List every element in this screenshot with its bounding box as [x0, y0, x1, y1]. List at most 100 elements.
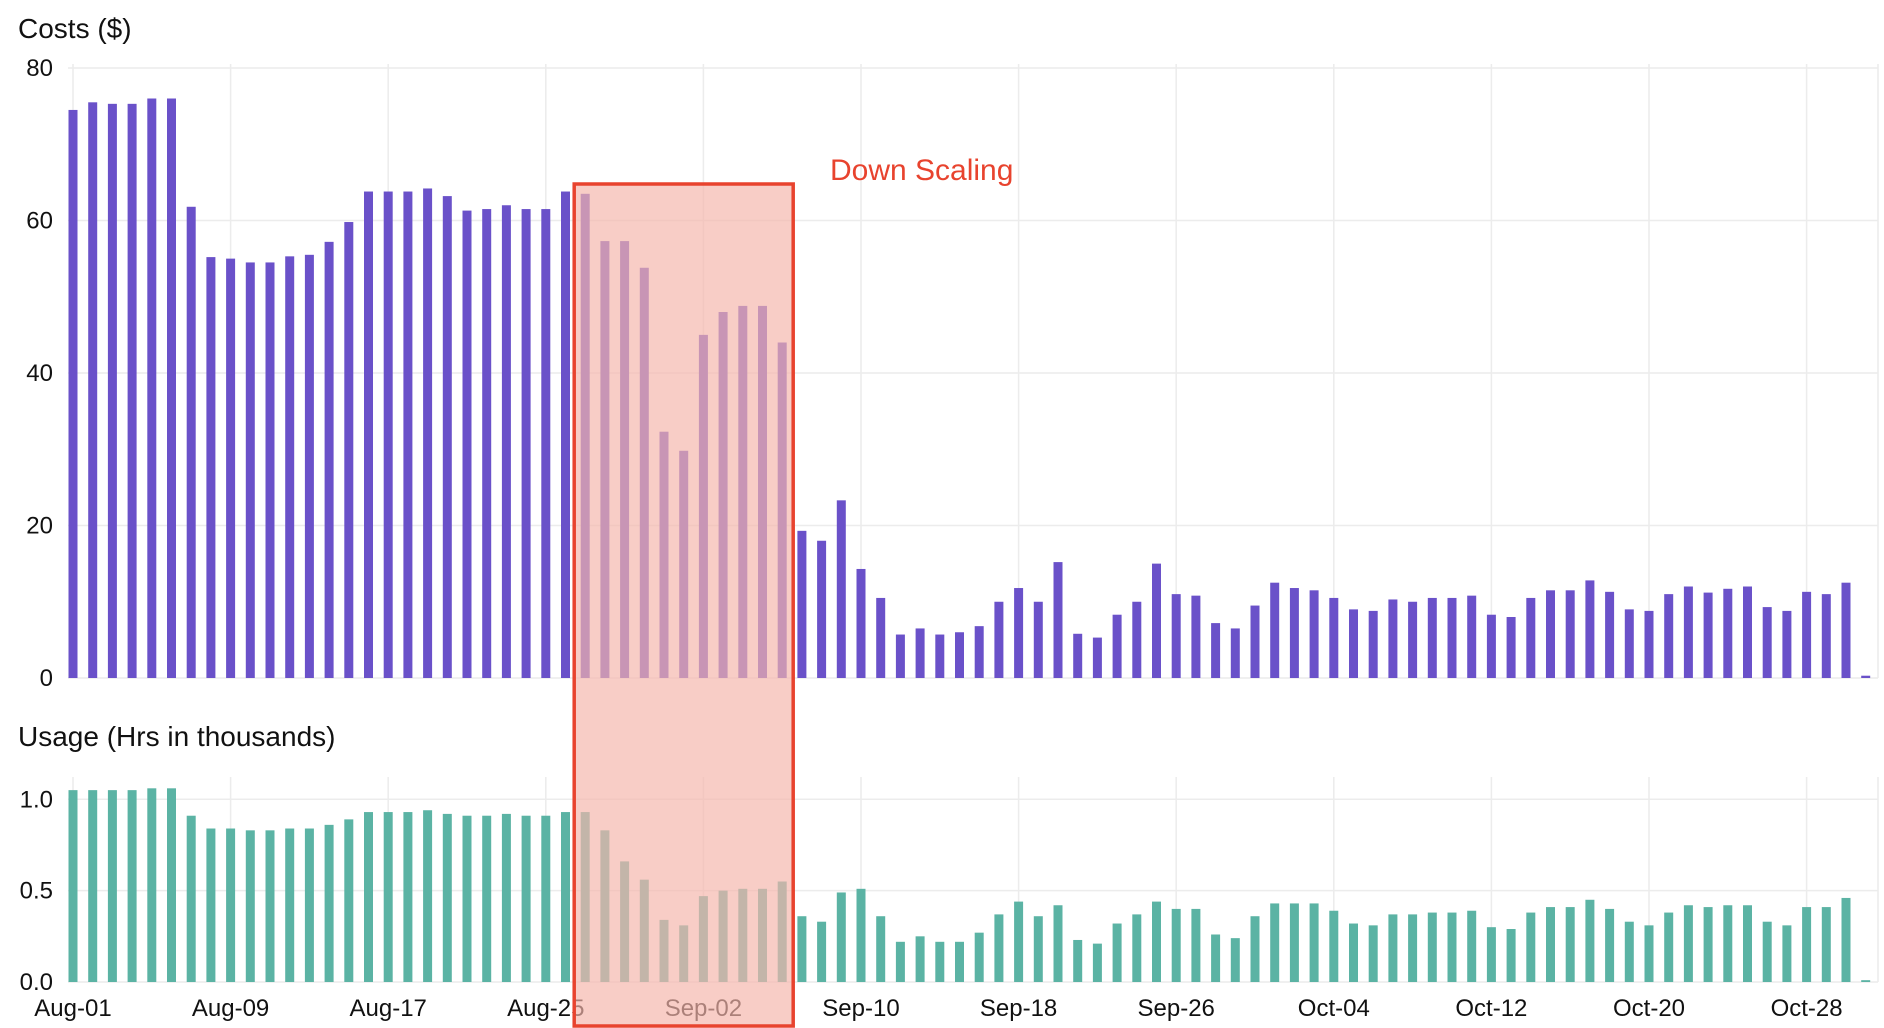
usage-bar	[1289, 903, 1299, 982]
usage-bar	[1644, 925, 1654, 982]
bars	[68, 98, 1871, 982]
usage-bar	[1683, 905, 1693, 982]
usage-bar	[344, 819, 354, 982]
usage-bar	[974, 932, 984, 982]
costs-bar	[147, 98, 157, 678]
costs-bar	[1289, 588, 1299, 678]
usage-y-tick-label: 0.5	[20, 878, 53, 905]
costs-y-tick-label: 60	[26, 208, 53, 235]
usage-bar	[1802, 907, 1812, 982]
usage-y-tick-label: 1.0	[20, 786, 53, 813]
usage-bar	[1427, 912, 1437, 982]
usage-bar	[304, 828, 314, 982]
x-tick-label: Oct-20	[1613, 995, 1685, 1022]
costs-bar	[344, 222, 354, 678]
costs-bar	[265, 262, 275, 678]
costs-bar	[1408, 601, 1418, 678]
usage-bar	[265, 830, 275, 982]
usage-bar	[1723, 905, 1733, 982]
usage-bar	[167, 788, 176, 982]
usage-bar	[1624, 921, 1634, 982]
costs-bar	[1191, 595, 1201, 678]
down-scaling-annotation: Down Scaling	[572, 154, 1013, 1028]
costs-bar	[324, 241, 334, 678]
usage-bar	[1664, 912, 1674, 982]
costs-y-tick-label: 0	[40, 665, 53, 692]
usage-bar	[1486, 927, 1496, 982]
usage-panel-title: Usage (Hrs in thousands)	[18, 721, 335, 752]
costs-bar	[521, 209, 531, 678]
costs-bar	[1152, 563, 1161, 678]
costs-bar	[88, 102, 98, 678]
costs-bar	[1349, 609, 1358, 678]
usage-bar	[856, 888, 866, 982]
costs-bar	[1368, 610, 1378, 678]
usage-bar	[245, 830, 255, 982]
usage-bar	[1565, 907, 1575, 982]
usage-bar	[915, 936, 925, 982]
usage-bar	[127, 790, 137, 982]
usage-bar	[1526, 912, 1536, 982]
usage-bar	[561, 812, 570, 982]
costs-bar	[541, 209, 551, 678]
usage-bar	[442, 813, 452, 982]
costs-bar	[1861, 675, 1871, 678]
usage-bar	[1841, 897, 1851, 982]
costs-bar	[285, 256, 295, 678]
costs-bar	[501, 205, 511, 678]
x-tick-label: Oct-12	[1455, 995, 1527, 1022]
usage-bar	[1743, 905, 1752, 982]
costs-bar	[1112, 614, 1122, 678]
usage-bar	[1821, 907, 1831, 982]
costs-bar	[186, 206, 196, 678]
costs-bar	[403, 191, 413, 678]
usage-bar	[1053, 905, 1063, 982]
usage-bar	[403, 812, 413, 982]
usage-bar	[1033, 916, 1043, 982]
costs-bar	[935, 634, 945, 678]
costs-bar	[304, 254, 314, 678]
costs-y-tick-label: 80	[26, 55, 53, 82]
usage-bar	[1605, 908, 1615, 982]
usage-bar	[521, 815, 531, 982]
usage-bar	[383, 812, 393, 982]
usage-bar	[1014, 901, 1024, 982]
costs-bar	[1506, 617, 1516, 678]
usage-bar	[1171, 908, 1181, 982]
costs-panel-title: Costs ($)	[18, 13, 132, 44]
usage-bar	[1467, 910, 1477, 982]
costs-bar	[226, 258, 236, 678]
usage-bar	[541, 815, 551, 982]
costs-bar	[895, 634, 905, 678]
costs-bar	[1092, 637, 1102, 678]
costs-bar	[1624, 609, 1634, 678]
usage-bar	[423, 810, 433, 982]
costs-bar	[364, 191, 373, 678]
costs-bar	[1388, 599, 1398, 678]
usage-bar	[1368, 925, 1378, 982]
usage-bar	[206, 828, 216, 982]
usage-bar	[1092, 943, 1102, 982]
usage-bar	[482, 815, 492, 982]
usage-bar	[836, 892, 846, 982]
costs-bar	[994, 601, 1004, 678]
costs-bar	[1664, 594, 1674, 678]
costs-bar	[383, 191, 393, 678]
x-tick-label: Sep-26	[1138, 995, 1215, 1022]
costs-bar	[1565, 590, 1575, 678]
usage-bar	[1250, 916, 1260, 982]
usage-bar	[1132, 914, 1142, 982]
usage-bar	[324, 824, 334, 982]
usage-bar	[1270, 903, 1280, 982]
costs-bar	[442, 196, 452, 678]
costs-bar	[1802, 591, 1812, 678]
costs-bar	[1427, 597, 1437, 678]
down-scaling-box	[572, 182, 795, 1028]
costs-bar	[1270, 582, 1280, 678]
usage-bar	[107, 790, 117, 982]
x-tick-label: Oct-28	[1771, 995, 1843, 1022]
costs-bar	[1467, 595, 1477, 678]
usage-bar	[1408, 914, 1418, 982]
usage-bar	[1112, 923, 1122, 982]
